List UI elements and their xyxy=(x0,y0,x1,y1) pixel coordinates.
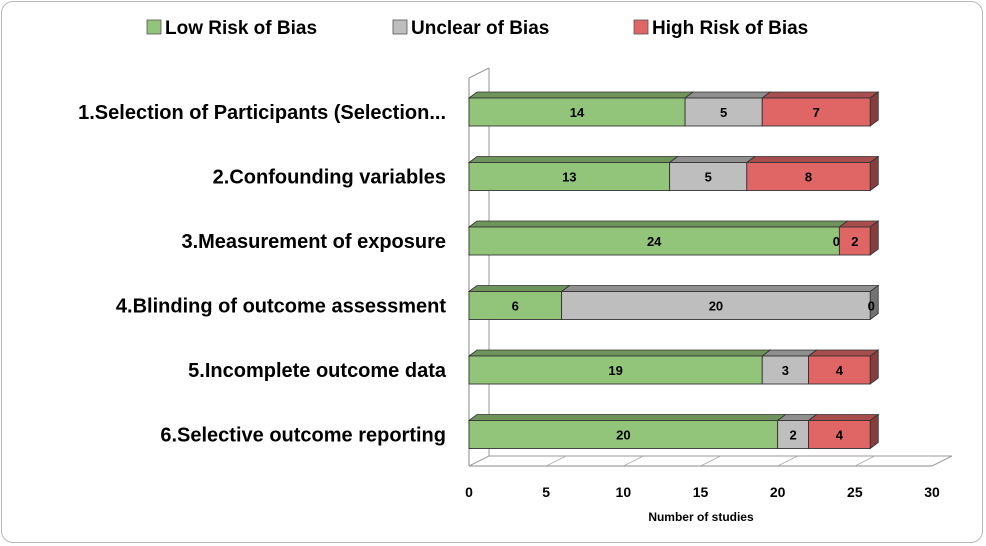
data-label: 20 xyxy=(616,428,630,443)
bar-side-face xyxy=(869,284,879,321)
data-label: 3 xyxy=(782,363,789,378)
x-tick-label: 15 xyxy=(693,484,709,500)
x-gridline xyxy=(931,455,953,467)
bar-top-face xyxy=(467,414,787,421)
data-label: 5 xyxy=(720,105,727,120)
bar-top-face xyxy=(745,156,880,163)
x-tick-label: 10 xyxy=(616,484,632,500)
legend-swatch xyxy=(146,19,162,35)
bar-top-face xyxy=(807,349,880,357)
x-tick-label: 30 xyxy=(924,484,940,500)
data-label: 2 xyxy=(789,428,796,443)
legend: Low Risk of Bias Unclear of Bias High Risk… xyxy=(146,18,808,39)
x-gridline xyxy=(777,455,798,467)
bar-side-face xyxy=(869,91,879,127)
bar-segment xyxy=(561,291,871,320)
bar-top-face xyxy=(761,349,818,357)
bar-top-face xyxy=(807,414,880,421)
data-label: 20 xyxy=(709,299,723,314)
chart-floor xyxy=(468,67,953,467)
bar-top-face xyxy=(761,91,880,99)
data-label: 19 xyxy=(608,363,622,378)
data-label: 4 xyxy=(836,428,844,443)
category-label: 6.Selective outcome reporting xyxy=(160,425,446,447)
bar-top-face xyxy=(683,91,772,99)
bars-group xyxy=(467,91,880,450)
data-label: 24 xyxy=(647,234,662,249)
legend-label: Low Risk of Bias xyxy=(165,18,317,39)
bar-segment xyxy=(669,162,748,191)
data-label: 8 xyxy=(805,170,812,185)
data-label: 0 xyxy=(833,234,840,249)
legend-label: Unclear of Bias xyxy=(411,18,549,39)
category-label: 2.Confounding variables xyxy=(213,167,446,189)
bar-segment xyxy=(777,420,809,449)
legend-label: High Risk of Bias xyxy=(652,18,808,39)
bar-side-face xyxy=(869,155,879,192)
x-gridline xyxy=(468,455,490,467)
data-label: 0 xyxy=(868,299,875,314)
bar-segment xyxy=(808,420,871,449)
bar-segment xyxy=(468,162,671,191)
data-label: 4 xyxy=(836,363,844,378)
bar-segment xyxy=(468,355,763,385)
legend-swatch xyxy=(392,19,408,35)
bar-segment xyxy=(468,291,563,320)
bar-top-face xyxy=(467,156,679,163)
bar-top-face xyxy=(467,220,849,228)
bar-segment xyxy=(468,420,779,449)
x-tick-label: 20 xyxy=(770,484,786,500)
bar-top-face xyxy=(668,156,756,163)
data-label: 5 xyxy=(705,170,712,185)
category-label: 3.Measurement of exposure xyxy=(181,231,446,253)
x-gridline xyxy=(623,455,644,467)
x-gridline xyxy=(854,455,876,467)
x-tick-label: 5 xyxy=(542,484,550,500)
data-label: 13 xyxy=(562,170,576,185)
x-tick-label: 25 xyxy=(847,484,863,500)
bar-side-face xyxy=(869,349,879,385)
data-label: 7 xyxy=(813,105,820,120)
category-label: 5.Incomplete outcome data xyxy=(188,360,447,382)
category-label: 1.Selection of Participants (Selection..… xyxy=(78,102,446,124)
bar-top-face xyxy=(467,349,772,357)
bar-segment xyxy=(468,226,840,256)
legend-swatch xyxy=(633,19,649,35)
bar-top-face xyxy=(467,285,571,292)
bar-side-face xyxy=(869,220,879,256)
bar-segment xyxy=(746,162,871,191)
data-label: 6 xyxy=(512,299,519,314)
category-label: 4.Blinding of outcome assessment xyxy=(116,296,446,318)
x-axis-title: Number of studies xyxy=(648,510,754,524)
x-tick-label: 0 xyxy=(465,484,473,500)
data-label: 14 xyxy=(570,105,585,120)
bar-segment xyxy=(761,97,871,127)
x-gridline xyxy=(545,455,567,467)
bar-side-face xyxy=(869,413,879,450)
labels-group: 0 5 10 15 20 25 301.Selection of Participants … xyxy=(78,102,940,500)
data-label: 2 xyxy=(851,234,858,249)
bar-top-face xyxy=(560,285,880,292)
bar-segment xyxy=(761,355,809,385)
bar-top-face xyxy=(467,91,695,99)
x-gridline xyxy=(700,455,721,467)
